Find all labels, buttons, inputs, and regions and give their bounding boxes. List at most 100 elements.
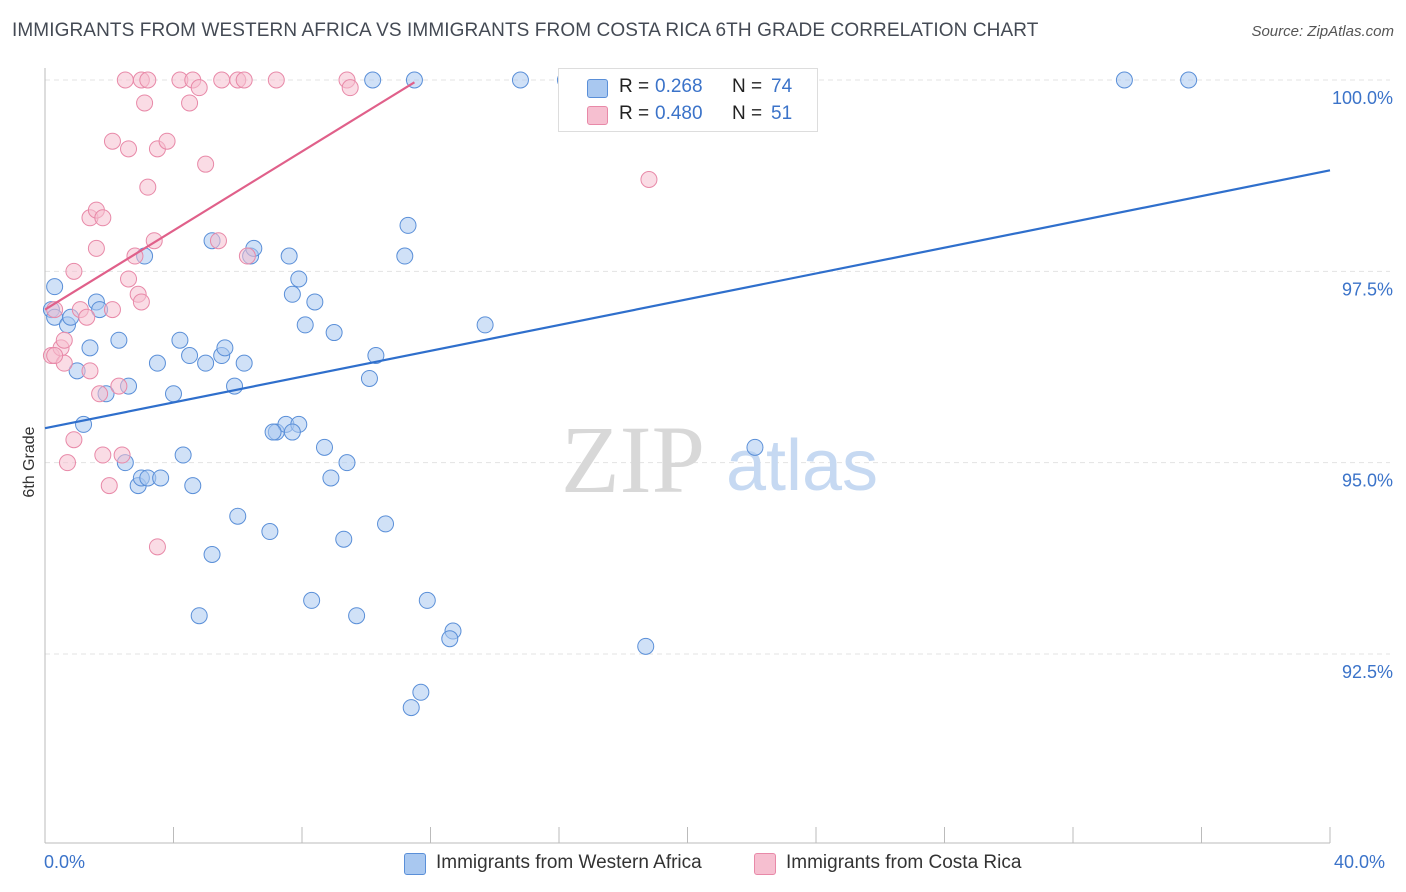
data-point bbox=[637, 637, 655, 655]
trend-lines bbox=[44, 81, 1331, 430]
data-point bbox=[303, 591, 321, 609]
data-point bbox=[399, 216, 417, 234]
data-point bbox=[94, 446, 112, 464]
data-point bbox=[132, 293, 150, 311]
data-point bbox=[325, 324, 343, 342]
data-point bbox=[165, 385, 182, 403]
axes bbox=[44, 68, 1331, 844]
data-point bbox=[81, 339, 99, 357]
data-point bbox=[364, 71, 382, 89]
legend-row-costa-rica: R = 0.480 N = 51 bbox=[559, 101, 817, 128]
data-point bbox=[171, 331, 189, 349]
data-point bbox=[197, 155, 215, 173]
data-point bbox=[235, 354, 253, 372]
correlation-legend: R = 0.268 N = 74 R = 0.480 N = 51 bbox=[558, 68, 818, 132]
legend-r-label: R = bbox=[619, 103, 650, 124]
data-point bbox=[148, 354, 166, 372]
data-point bbox=[476, 316, 494, 334]
legend-n-value: 74 bbox=[771, 76, 793, 97]
legend-r-value: 0.480 bbox=[655, 103, 703, 124]
data-point bbox=[120, 270, 138, 288]
data-point bbox=[235, 71, 253, 89]
data-point bbox=[190, 607, 208, 625]
data-point bbox=[335, 530, 353, 548]
data-point bbox=[87, 239, 105, 257]
legend-swatch-blue bbox=[587, 79, 608, 98]
data-point bbox=[341, 79, 359, 97]
series-swatch-pink bbox=[754, 853, 776, 875]
data-point bbox=[65, 431, 83, 449]
data-point bbox=[396, 247, 414, 265]
data-point bbox=[136, 94, 154, 112]
data-point bbox=[103, 301, 121, 319]
data-point bbox=[174, 446, 192, 464]
data-point bbox=[360, 369, 378, 387]
legend-n-value: 51 bbox=[771, 103, 793, 124]
data-point bbox=[261, 523, 279, 541]
data-point bbox=[283, 285, 301, 303]
series-swatch-blue bbox=[404, 853, 426, 875]
data-point bbox=[78, 308, 96, 326]
data-point bbox=[348, 607, 366, 625]
data-point bbox=[290, 270, 308, 288]
series-name: Immigrants from Western Africa bbox=[436, 852, 702, 873]
data-point bbox=[181, 347, 199, 365]
data-point bbox=[148, 538, 166, 556]
trend-line-costa-rica bbox=[44, 81, 416, 311]
data-point bbox=[283, 423, 301, 441]
data-point bbox=[402, 699, 420, 717]
y-tick-label: 97.5% bbox=[1342, 279, 1393, 299]
data-point bbox=[197, 354, 215, 372]
data-point bbox=[58, 454, 76, 472]
data-point bbox=[190, 79, 208, 97]
data-point bbox=[322, 469, 340, 487]
data-point bbox=[367, 347, 385, 365]
data-point bbox=[46, 347, 64, 365]
chart-title: IMMIGRANTS FROM WESTERN AFRICA VS IMMIGR… bbox=[12, 20, 1039, 41]
data-point bbox=[139, 178, 157, 196]
grid-lines bbox=[45, 79, 1390, 655]
data-point bbox=[209, 232, 227, 250]
data-point bbox=[412, 683, 430, 701]
data-point bbox=[91, 385, 109, 403]
legend-swatch-pink bbox=[587, 106, 608, 125]
data-point bbox=[746, 438, 764, 456]
data-point bbox=[213, 71, 231, 89]
data-point bbox=[184, 477, 202, 495]
data-point bbox=[441, 630, 459, 648]
watermark-atlas: atlas bbox=[726, 426, 878, 506]
data-point bbox=[46, 278, 64, 296]
data-point bbox=[296, 316, 314, 334]
data-point bbox=[216, 339, 234, 357]
data-point bbox=[267, 71, 285, 89]
data-point bbox=[315, 438, 333, 456]
data-point bbox=[65, 262, 83, 280]
data-point bbox=[377, 515, 395, 533]
data-point bbox=[511, 71, 529, 89]
data-point bbox=[110, 331, 128, 349]
series-legend: Immigrants from Western Africa Immigrant… bbox=[0, 852, 1406, 876]
data-point bbox=[110, 377, 128, 395]
x-tick-label-min: 0.0% bbox=[44, 852, 86, 872]
data-point bbox=[81, 362, 99, 380]
data-point bbox=[338, 454, 356, 472]
data-point bbox=[158, 132, 176, 150]
y-tick-labels: 92.5% 95.0% 97.5% 100.0% bbox=[1332, 88, 1393, 682]
y-tick-label: 100.0% bbox=[1332, 88, 1393, 108]
y-tick-label: 95.0% bbox=[1342, 471, 1393, 491]
data-point bbox=[139, 71, 157, 89]
data-point bbox=[152, 469, 170, 487]
data-point bbox=[120, 140, 138, 158]
data-point bbox=[181, 94, 199, 112]
legend-row-western-africa: R = 0.268 N = 74 bbox=[559, 74, 817, 101]
watermark-zip: ZIP bbox=[561, 406, 705, 513]
data-point bbox=[203, 546, 221, 564]
data-point bbox=[264, 423, 282, 441]
series-name: Immigrants from Costa Rica bbox=[786, 852, 1022, 873]
data-point bbox=[640, 170, 658, 188]
legend-n-label: N = bbox=[732, 103, 763, 124]
data-point bbox=[116, 71, 134, 89]
data-point bbox=[1180, 71, 1198, 89]
x-tick-label-max: 40.0% bbox=[1334, 852, 1386, 872]
